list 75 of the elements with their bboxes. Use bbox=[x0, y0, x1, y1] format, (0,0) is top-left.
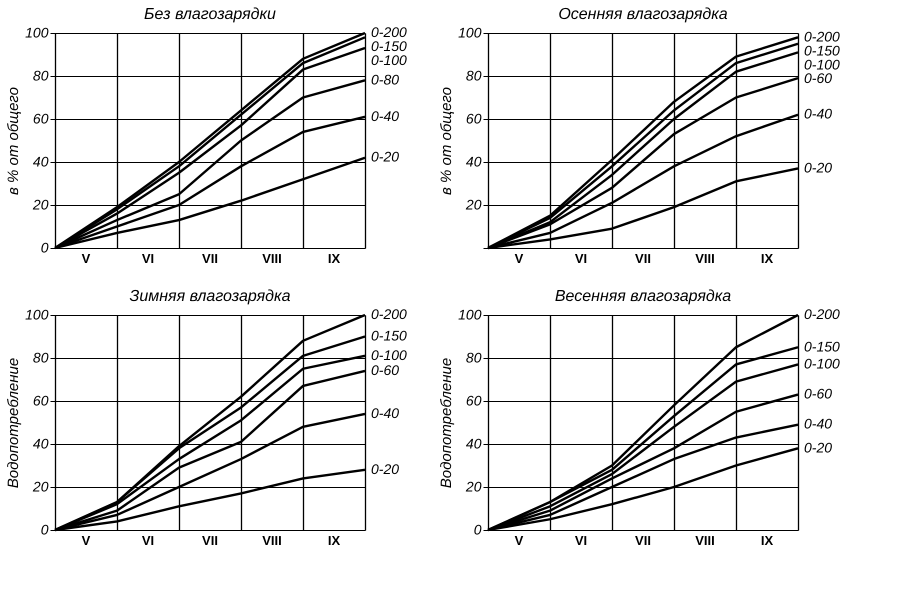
text: V bbox=[514, 251, 524, 266]
text: V bbox=[82, 533, 91, 548]
text: VII bbox=[635, 251, 651, 266]
series-label: 0-40 bbox=[804, 106, 832, 122]
y-axis-title: Водопотребление bbox=[438, 358, 456, 488]
chart-title: Без влагозарядки bbox=[144, 6, 276, 23]
series-label: 0-200 bbox=[371, 24, 408, 40]
y-tick-label: 0 bbox=[474, 522, 482, 538]
series-label: 0-40 bbox=[804, 416, 832, 432]
y-tick-label: 0 bbox=[40, 522, 49, 538]
text: VI bbox=[142, 533, 154, 548]
y-tick-label: 20 bbox=[464, 196, 482, 212]
y-tick-label: 40 bbox=[466, 154, 482, 170]
chart-title: Осенняя влагозарядка bbox=[558, 6, 728, 23]
y-tick-label: 100 bbox=[458, 306, 482, 322]
y-tick-label: 20 bbox=[464, 478, 482, 494]
series-label: 0-20 bbox=[371, 460, 400, 477]
text: V bbox=[514, 533, 524, 548]
series-label: 0-60 bbox=[804, 70, 832, 86]
text: IX bbox=[760, 533, 774, 548]
text: VIII bbox=[262, 251, 282, 266]
chart-title: Весенняя влагозарядка bbox=[554, 288, 732, 305]
series-label: 0-20 bbox=[371, 148, 400, 165]
series-label: 0-40 bbox=[371, 108, 400, 124]
series-label: 0-100 bbox=[371, 346, 408, 363]
text: VIII bbox=[262, 533, 282, 548]
text: VI bbox=[574, 533, 588, 548]
series-label: 0-150 bbox=[804, 42, 840, 58]
y-tick-label: 60 bbox=[466, 392, 482, 408]
y-axis-title: Водопотребление bbox=[5, 358, 22, 488]
y-axis-title: в % от общего bbox=[438, 87, 456, 195]
series-label: 0-20 bbox=[804, 439, 832, 456]
series-label: 0-20 bbox=[804, 159, 832, 176]
series-label: 0-40 bbox=[371, 404, 400, 421]
y-tick-label: 20 bbox=[32, 196, 49, 212]
y-tick-label: 80 bbox=[32, 350, 49, 366]
series-label: 0-200 bbox=[371, 306, 408, 322]
y-tick-label: 100 bbox=[458, 24, 482, 40]
series-label: 0-60 bbox=[804, 386, 832, 402]
series-label: 0-100 bbox=[804, 355, 840, 372]
y-tick-label: 80 bbox=[32, 68, 49, 84]
text: VI bbox=[142, 251, 154, 266]
y-tick-label: 40 bbox=[466, 436, 482, 452]
y-axis-title: в % от общего bbox=[5, 87, 22, 195]
y-tick-label: 40 bbox=[32, 154, 49, 170]
series-label: 0-150 bbox=[804, 338, 840, 354]
series-label: 0-100 bbox=[371, 52, 408, 68]
y-tick-label: 80 bbox=[466, 68, 482, 84]
chart-title: Зимняя влагозарядка bbox=[130, 288, 291, 305]
text: VII bbox=[202, 533, 218, 548]
text: VIII bbox=[695, 533, 715, 548]
y-tick-label: 0 bbox=[40, 240, 49, 256]
y-tick-label: 60 bbox=[466, 110, 482, 126]
text: VII bbox=[635, 533, 651, 548]
y-tick-label: 60 bbox=[32, 110, 49, 126]
series-label: 0-150 bbox=[371, 328, 408, 344]
series-label: 0-200 bbox=[804, 306, 840, 322]
series-label: 0-60 bbox=[371, 362, 400, 378]
y-tick-label: 40 bbox=[32, 436, 49, 452]
y-tick-label: 100 bbox=[25, 306, 49, 322]
y-tick-label: 80 bbox=[466, 350, 482, 366]
y-tick-label: 100 bbox=[25, 24, 49, 40]
text: VII bbox=[202, 251, 218, 266]
text: VIII bbox=[695, 251, 715, 266]
series-label: 0-80 bbox=[371, 71, 400, 88]
series-label: 0-150 bbox=[371, 38, 408, 54]
text: VI bbox=[574, 251, 588, 266]
text: IX bbox=[760, 251, 774, 266]
y-tick-label: 20 bbox=[32, 478, 49, 494]
text: IX bbox=[328, 533, 340, 548]
text: IX bbox=[328, 251, 340, 266]
series-label: 0-200 bbox=[804, 28, 840, 44]
y-tick-label: 60 bbox=[32, 392, 49, 408]
series-label: 0-100 bbox=[804, 56, 840, 72]
text: V bbox=[82, 251, 91, 266]
